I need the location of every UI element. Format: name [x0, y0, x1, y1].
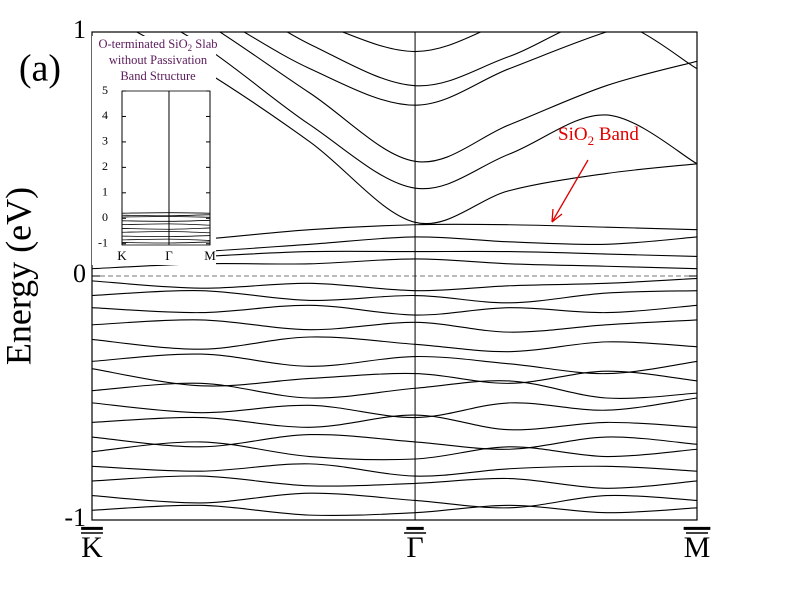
inset-title-part: without Passivation	[109, 53, 208, 67]
x-tick-label: K	[81, 531, 103, 564]
panel-label: (a)	[19, 48, 61, 90]
inset-title: Band Structure	[120, 69, 196, 83]
band-line	[219, 32, 697, 163]
y-tick-label: 5	[102, 83, 108, 97]
band-line	[92, 319, 697, 333]
y-tick-label: 1	[73, 15, 86, 44]
inset-title-part: 2	[188, 43, 193, 53]
y-axis-label: Energy (eV)	[0, 187, 38, 365]
annotation-part: 2	[588, 133, 595, 148]
y-tick-label: 3	[102, 134, 108, 148]
band-line	[92, 336, 697, 353]
y-tick-label: 0	[73, 259, 86, 288]
y-tick-label: 2	[102, 159, 108, 173]
inset-title: without Passivation	[109, 53, 208, 67]
annotation-part: Band	[594, 124, 639, 145]
inset-title: O-terminated SiO2 Slab	[98, 37, 217, 53]
inset-title-part: Band Structure	[120, 69, 196, 83]
annotation-arrowhead	[551, 208, 563, 223]
inset-title-part: O-terminated SiO	[98, 37, 187, 51]
band-line	[92, 397, 697, 419]
x-tick-label: Γ	[165, 248, 173, 263]
x-tick-label: Γ	[406, 531, 423, 564]
y-tick-label: 4	[102, 108, 108, 122]
band-line	[92, 380, 697, 399]
band-line	[92, 475, 697, 489]
annotation-part: SiO	[558, 124, 588, 145]
y-tick-label: -1	[64, 503, 86, 532]
band-line	[92, 433, 697, 450]
band-line	[92, 353, 697, 375]
band-line	[92, 463, 697, 477]
y-tick-label: 0	[102, 210, 108, 224]
y-tick-label: -1	[98, 235, 108, 249]
x-tick-label: K	[117, 248, 127, 263]
annotation: SiO2 Band	[558, 124, 639, 148]
band-line	[92, 414, 697, 431]
inset-title-part: Slab	[192, 37, 217, 51]
inset-background	[92, 36, 216, 265]
plot-frame	[91, 31, 698, 521]
band-line	[92, 277, 697, 292]
band-line	[92, 504, 697, 517]
x-tick-label: M	[684, 531, 711, 564]
y-tick-label: 1	[102, 185, 108, 199]
band-line	[92, 304, 697, 316]
band-line	[92, 290, 697, 304]
x-tick-label: M	[204, 248, 216, 263]
band-line	[92, 441, 697, 461]
band-line	[92, 368, 697, 387]
band-line	[92, 492, 697, 509]
annotation-arrow	[551, 159, 589, 223]
plot-frame	[121, 90, 211, 246]
